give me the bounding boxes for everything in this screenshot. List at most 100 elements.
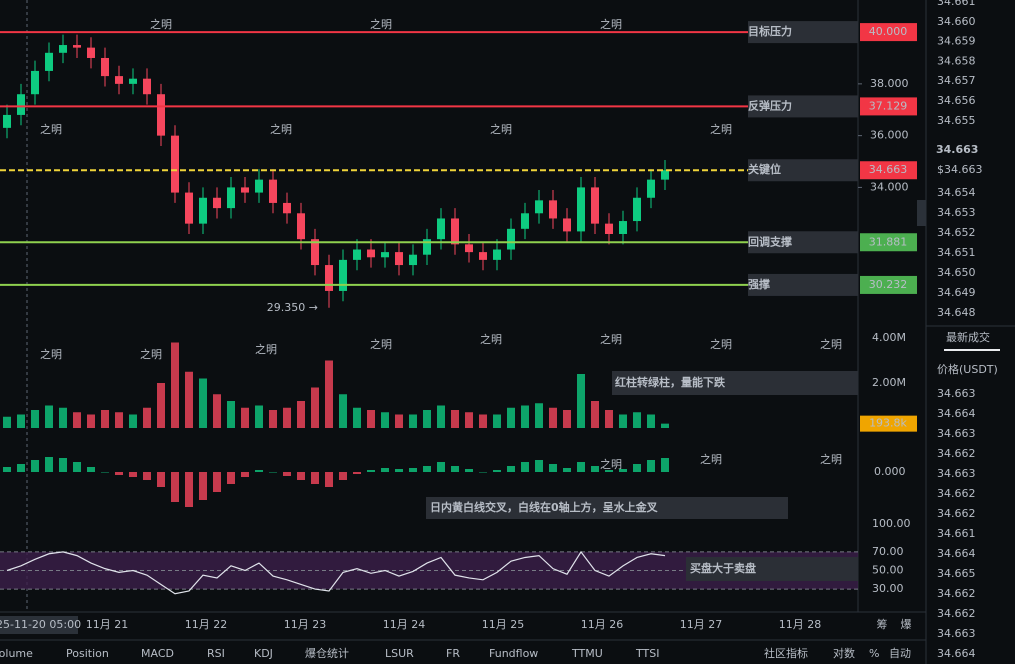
ask-price: 34.658 [937, 54, 976, 67]
candle-body [549, 200, 557, 219]
volume-bar [45, 405, 53, 428]
macd-bar [213, 472, 221, 492]
candle-body [45, 52, 53, 71]
volume-note: 红柱转绿柱，量能下跌 [615, 375, 726, 389]
volume-bar [549, 407, 557, 428]
macd-bar [353, 472, 361, 474]
candle-body [339, 259, 347, 291]
macd-bar [157, 472, 165, 487]
volume-bar [633, 412, 641, 428]
volume-bar [493, 414, 501, 428]
macd-bar [633, 464, 641, 472]
macd-bar [115, 472, 123, 475]
time-label: 11月 23 [284, 618, 327, 631]
toolbar-tab[interactable]: Position [66, 647, 109, 660]
price-box-label: 31.881 [869, 235, 908, 248]
macd-bar [241, 472, 249, 477]
volume-bar [423, 410, 431, 428]
toolbar-tab[interactable]: RSI [207, 647, 225, 660]
toolbar-tab[interactable]: TTMU [571, 647, 603, 660]
watermark: 之明 [40, 347, 62, 361]
toolbar-option[interactable]: 社区指标 [764, 646, 808, 660]
last-price: 34.663 [936, 143, 978, 156]
toolbar-tab[interactable]: Volume [0, 647, 33, 660]
watermark: 之明 [710, 122, 732, 136]
volume-bar [577, 374, 585, 428]
volume-bar [283, 407, 291, 428]
time-label: 11月 24 [383, 618, 426, 631]
volume-bar [241, 407, 249, 428]
macd-bar [661, 458, 669, 472]
volume-bar [213, 394, 221, 428]
macd-bar [143, 472, 151, 480]
level-tag-bg [748, 231, 858, 254]
corner-label[interactable]: 爆 [901, 617, 912, 631]
price-box-label: 34.663 [869, 163, 908, 176]
watermark: 之明 [255, 342, 277, 356]
toolbar-tab[interactable]: Fundflow [489, 647, 538, 660]
toolbar-tab[interactable]: KDJ [254, 647, 273, 660]
candle-body [563, 218, 571, 232]
watermark: 之明 [710, 337, 732, 351]
macd-bar [563, 468, 571, 472]
watermark: 之明 [480, 332, 502, 346]
candle-body [129, 78, 137, 84]
price-tick-label: 38.000 [870, 77, 909, 90]
ask-price: 34.656 [937, 94, 976, 107]
candle-body [465, 244, 473, 253]
trade-price: 34.661 [937, 527, 976, 540]
macd-bar [395, 469, 403, 472]
rsi-tick-label: 70.00 [872, 545, 904, 558]
toolbar-option[interactable]: % [869, 647, 879, 660]
volume-bar [353, 407, 361, 428]
panel-handle[interactable] [917, 200, 926, 226]
toolbar-option[interactable]: 对数 [833, 646, 855, 660]
toolbar-tab[interactable]: 爆仓统计 [305, 646, 349, 660]
rsi-line [6, 550, 666, 595]
macd-bar [493, 470, 501, 472]
volume-bar [325, 360, 333, 428]
time-label: 11月 22 [185, 618, 228, 631]
candle-body [577, 187, 585, 232]
candle-body [31, 70, 39, 95]
volume-bar [395, 414, 403, 428]
rsi-note: 买盘大于卖盘 [690, 561, 756, 575]
macd-bar [591, 466, 599, 472]
volume-bar [367, 410, 375, 428]
candle-body [493, 249, 501, 260]
trades-title[interactable]: 最新成交 [946, 330, 990, 344]
toolbar-tab[interactable]: MACD [141, 647, 174, 660]
candle-body [521, 213, 529, 229]
volume-bar [339, 394, 347, 428]
volume-bar [73, 412, 81, 428]
macd-bar [647, 460, 655, 472]
macd-bar [451, 466, 459, 472]
watermark: 之明 [150, 17, 172, 31]
trade-price: 34.662 [937, 487, 976, 500]
toolbar-tab[interactable]: FR [446, 647, 460, 660]
trade-price: 34.663 [937, 427, 976, 440]
candle-body [451, 218, 459, 245]
candle-body [535, 200, 543, 214]
price-box [860, 233, 917, 252]
toolbar-option[interactable]: 自动 [889, 647, 911, 660]
volume-bar [647, 414, 655, 428]
macd-bar [101, 472, 109, 473]
trade-price: 34.663 [937, 627, 976, 640]
candle-body [395, 252, 403, 266]
macd-bar [31, 460, 39, 472]
candle-body [381, 252, 389, 258]
trade-price: 34.663 [937, 387, 976, 400]
trade-price: 34.664 [937, 407, 976, 420]
macd-bar [549, 464, 557, 472]
level-name: 强撑 [748, 277, 770, 291]
toolbar-tab[interactable]: LSUR [385, 647, 414, 660]
candle-body [157, 94, 165, 136]
toolbar-tab[interactable]: TTSI [635, 647, 659, 660]
candle-body [199, 197, 207, 224]
macd-bar [507, 466, 515, 472]
corner-label[interactable]: 筹 [877, 617, 888, 631]
macd-bar [381, 468, 389, 472]
candle-body [591, 187, 599, 224]
volume-bar [479, 414, 487, 428]
